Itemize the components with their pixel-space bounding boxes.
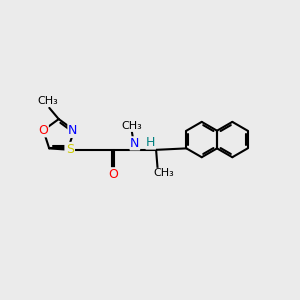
Text: N: N bbox=[68, 124, 77, 137]
Text: H: H bbox=[146, 136, 155, 149]
Text: N: N bbox=[65, 142, 74, 155]
Text: O: O bbox=[38, 124, 48, 137]
Text: CH₃: CH₃ bbox=[38, 96, 58, 106]
Text: CH₃: CH₃ bbox=[122, 121, 142, 131]
Text: S: S bbox=[66, 143, 74, 156]
Text: CH₃: CH₃ bbox=[153, 168, 174, 178]
Text: N: N bbox=[130, 137, 140, 150]
Text: O: O bbox=[109, 168, 118, 181]
